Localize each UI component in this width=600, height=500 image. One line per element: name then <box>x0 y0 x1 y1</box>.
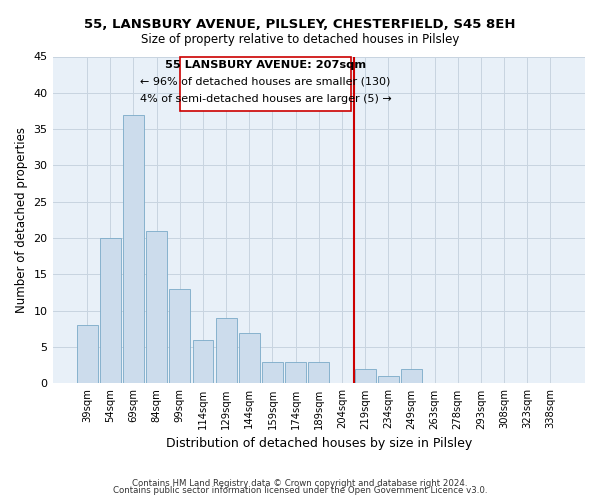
Text: 55 LANSBURY AVENUE: 207sqm: 55 LANSBURY AVENUE: 207sqm <box>165 60 366 70</box>
Bar <box>401 369 422 384</box>
Bar <box>262 362 283 384</box>
Text: ← 96% of detached houses are smaller (130): ← 96% of detached houses are smaller (13… <box>140 77 391 87</box>
Bar <box>355 369 376 384</box>
Bar <box>123 114 144 384</box>
X-axis label: Distribution of detached houses by size in Pilsley: Distribution of detached houses by size … <box>166 437 472 450</box>
Text: 55, LANSBURY AVENUE, PILSLEY, CHESTERFIELD, S45 8EH: 55, LANSBURY AVENUE, PILSLEY, CHESTERFIE… <box>84 18 516 30</box>
Text: Size of property relative to detached houses in Pilsley: Size of property relative to detached ho… <box>141 32 459 46</box>
Bar <box>77 326 98 384</box>
Bar <box>169 289 190 384</box>
Text: Contains HM Land Registry data © Crown copyright and database right 2024.: Contains HM Land Registry data © Crown c… <box>132 478 468 488</box>
Bar <box>193 340 214 384</box>
Text: 4% of semi-detached houses are larger (5) →: 4% of semi-detached houses are larger (5… <box>140 94 391 104</box>
Bar <box>285 362 306 384</box>
Y-axis label: Number of detached properties: Number of detached properties <box>15 127 28 313</box>
Bar <box>180 56 351 111</box>
Bar <box>308 362 329 384</box>
Bar <box>216 318 236 384</box>
Bar <box>239 332 260 384</box>
Bar <box>146 231 167 384</box>
Bar <box>378 376 398 384</box>
Text: Contains public sector information licensed under the Open Government Licence v3: Contains public sector information licen… <box>113 486 487 495</box>
Bar <box>100 238 121 384</box>
